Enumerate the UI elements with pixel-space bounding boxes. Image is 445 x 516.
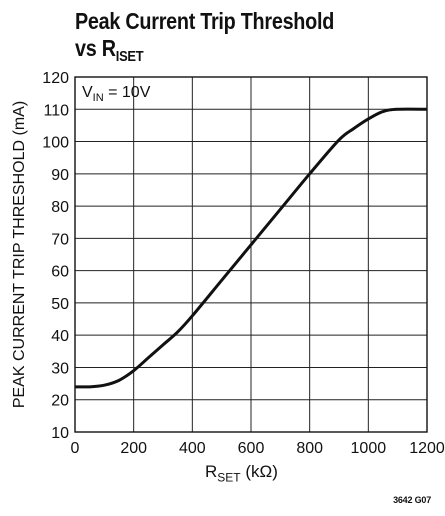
figure-id: 3642 G07 xyxy=(393,495,431,505)
x-tick-label: 800 xyxy=(296,440,323,457)
y-tick-label: 20 xyxy=(51,393,69,410)
y-tick-label: 120 xyxy=(42,70,69,87)
x-tick-label: 400 xyxy=(179,440,206,457)
y-tick-label: 60 xyxy=(51,264,69,281)
series-line xyxy=(74,107,428,389)
chart-title: Peak Current Trip Threshold vs RISET xyxy=(75,8,334,65)
y-tick-label: 30 xyxy=(51,360,69,377)
x-tick-label: 1000 xyxy=(351,440,387,457)
y-tick-label: 80 xyxy=(51,199,69,216)
y-tick-label: 110 xyxy=(43,102,69,119)
x-tick-label: 200 xyxy=(120,440,147,457)
y-tick-label: 40 xyxy=(51,328,69,345)
x-tick-label: 600 xyxy=(238,440,265,457)
title-line-1: Peak Current Trip Threshold xyxy=(75,8,335,34)
y-tick-label: 90 xyxy=(51,167,69,184)
x-tick-label: 1200 xyxy=(409,440,445,457)
y-tick-label: 10 xyxy=(51,425,69,442)
y-tick-label: 100 xyxy=(42,135,69,152)
vin-annotation: VIN = 10V xyxy=(82,84,151,105)
x-axis-label: RSET (kΩ) xyxy=(205,462,278,485)
title-line-2: vs RISET xyxy=(75,35,144,65)
y-tick-label: 50 xyxy=(51,296,69,313)
y-tick-label: 70 xyxy=(51,231,69,248)
plot-frame xyxy=(74,76,428,433)
x-tick-label: 0 xyxy=(71,440,80,457)
y-axis-label: PEAK CURRENT TRIP THRESHOLD (mA) xyxy=(11,101,28,408)
